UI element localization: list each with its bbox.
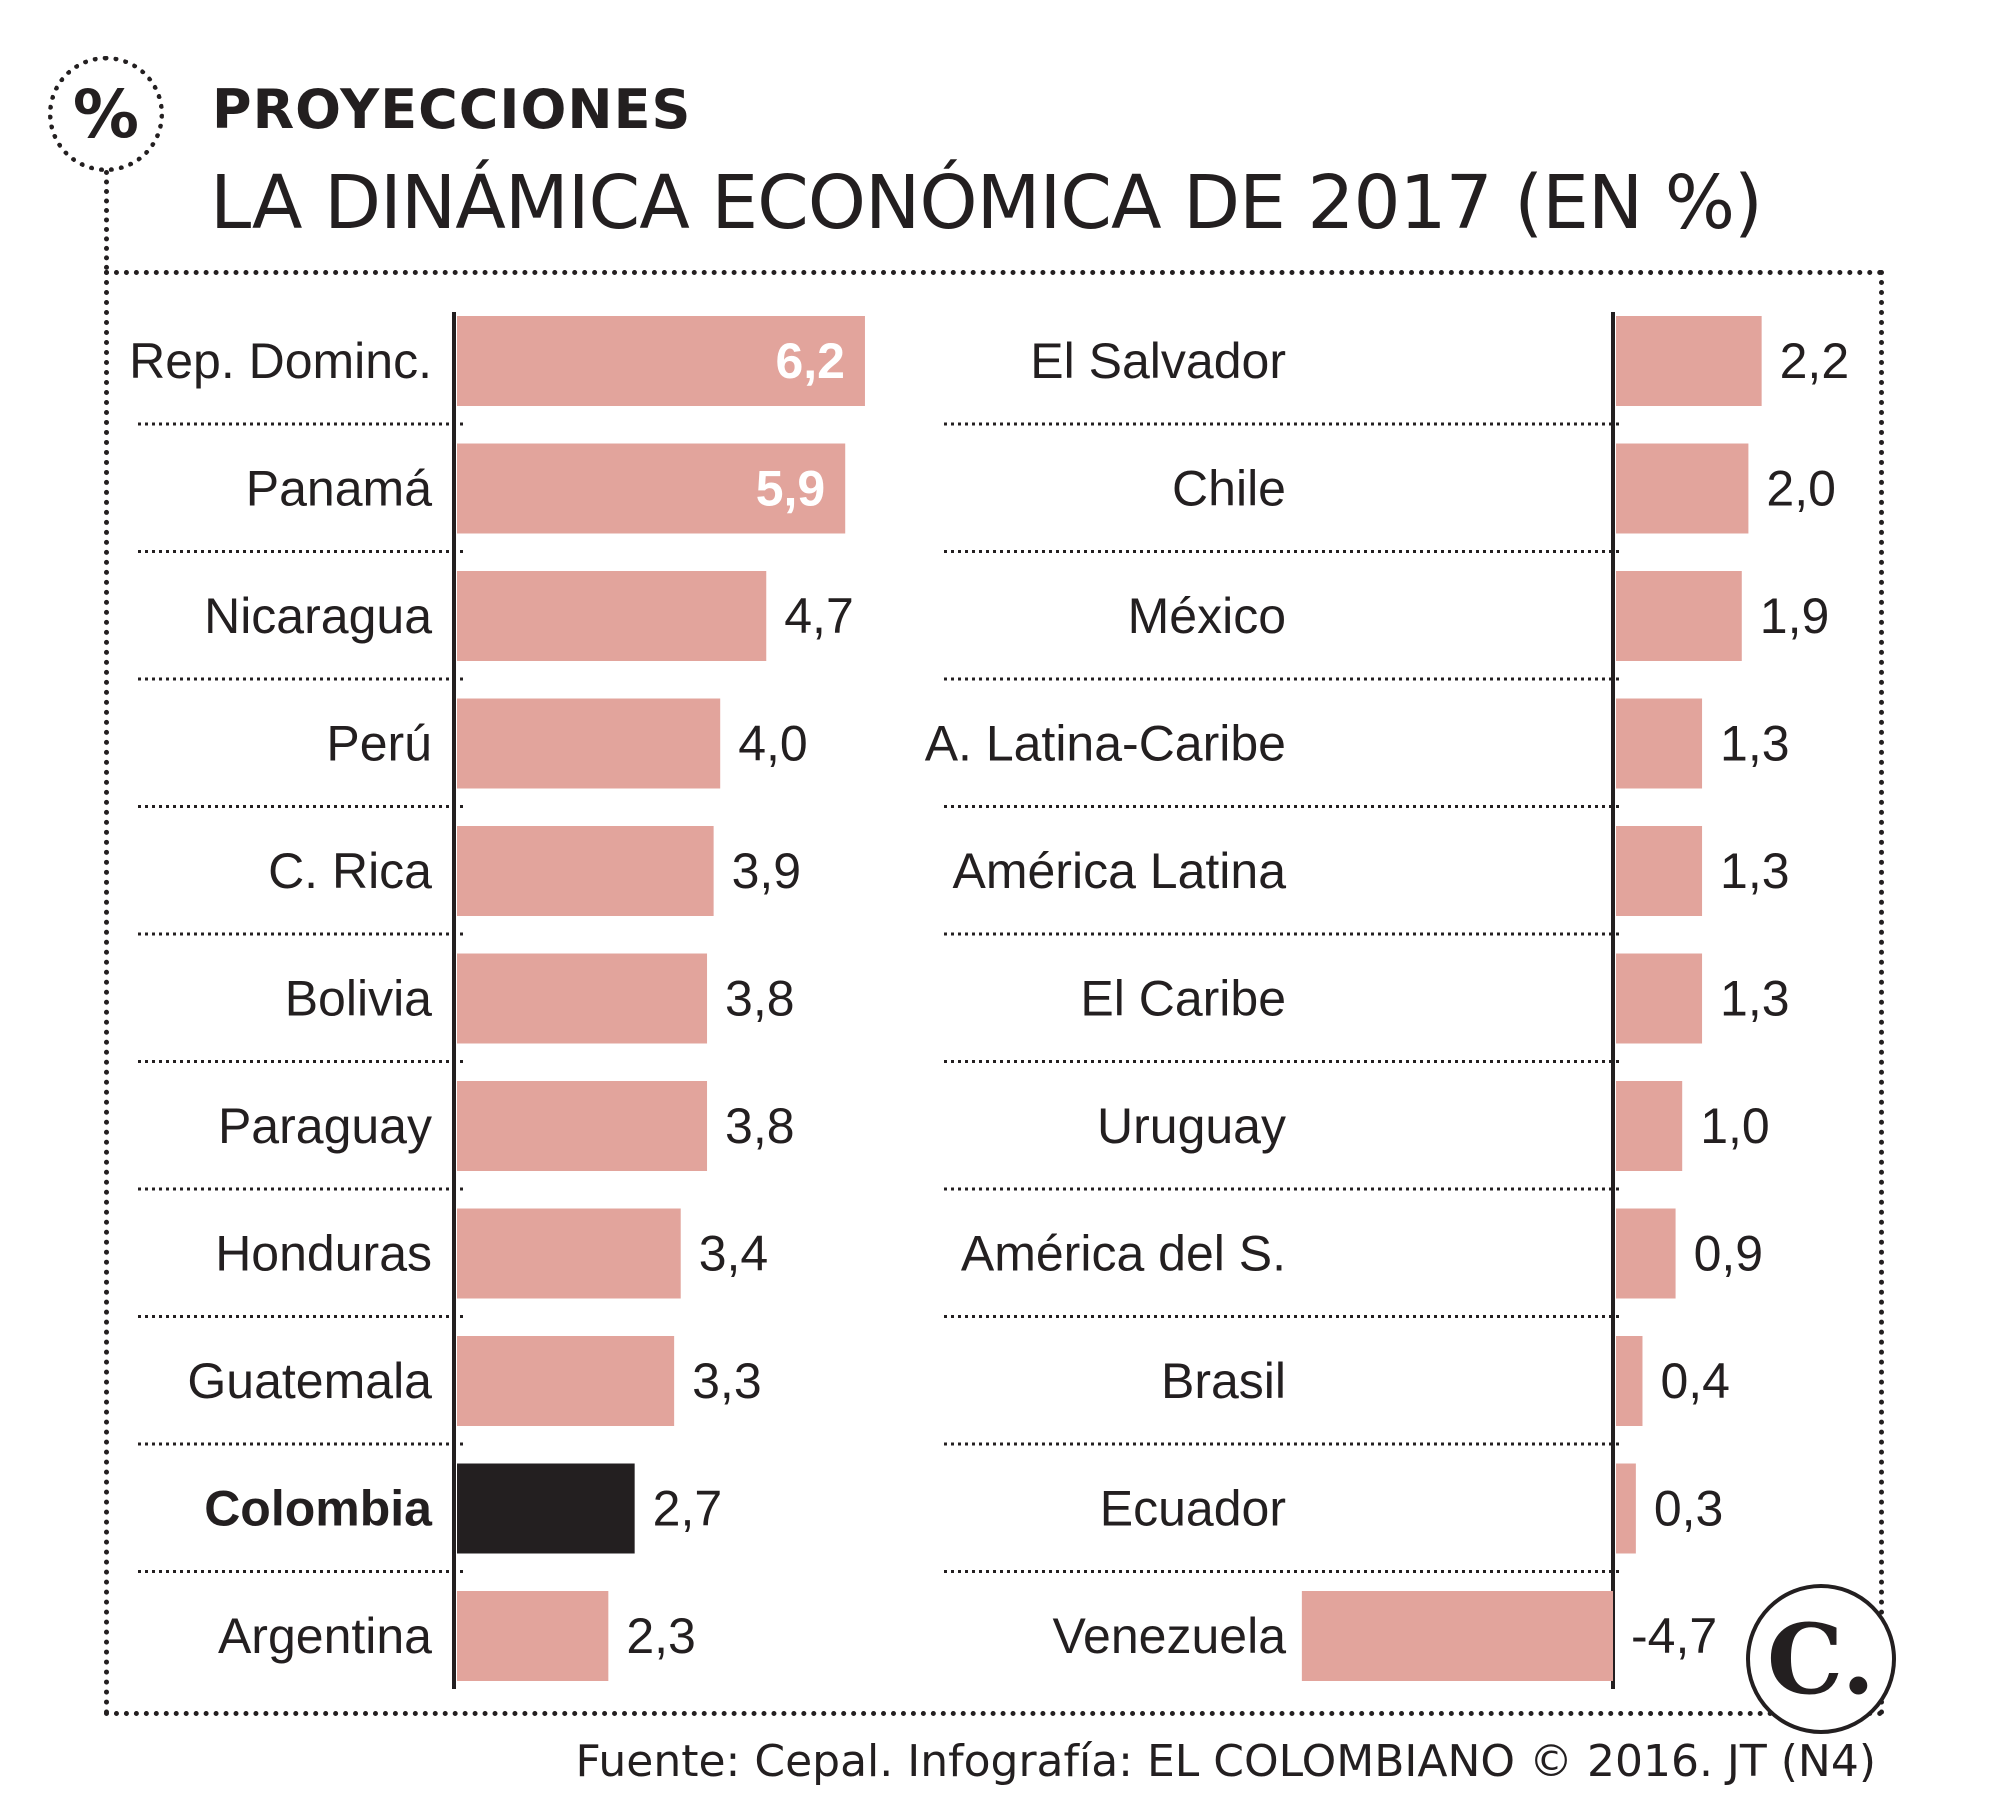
bar-3 xyxy=(457,698,721,789)
value-label: 2,7 xyxy=(653,1481,723,1537)
category-label: El Caribe xyxy=(1080,971,1286,1027)
bar-1 xyxy=(1616,443,1749,534)
category-label: Colombia xyxy=(204,1481,433,1537)
chart-frame xyxy=(104,270,1884,1716)
bar-6 xyxy=(457,1081,708,1171)
bar-2 xyxy=(1616,571,1742,661)
value-label: 3,3 xyxy=(692,1353,762,1409)
bar-1 xyxy=(457,443,846,534)
category-label: A. Latina-Caribe xyxy=(925,716,1286,772)
icon-connector-line xyxy=(104,170,109,270)
bar-6 xyxy=(1616,1081,1683,1171)
bar-9 xyxy=(457,1463,635,1554)
value-label: 2,0 xyxy=(1766,461,1836,517)
value-label: 0,3 xyxy=(1654,1481,1724,1537)
bar-4 xyxy=(457,826,714,916)
value-label: 4,0 xyxy=(738,716,808,772)
chart-panel-left: Rep. Dominc. 6,2 Panamá 5,9 Nicaragua 4,7 Perú… xyxy=(129,312,865,1689)
category-label: Venezuela xyxy=(1052,1608,1286,1664)
value-label: -4,7 xyxy=(1631,1608,1717,1664)
value-label: 1,0 xyxy=(1700,1098,1770,1154)
bar-3 xyxy=(1616,698,1703,789)
category-label: Honduras xyxy=(215,1226,432,1282)
value-label: 1,3 xyxy=(1720,971,1790,1027)
value-label: 1,3 xyxy=(1720,716,1790,772)
bar-7 xyxy=(457,1208,681,1299)
value-label: 3,4 xyxy=(699,1226,769,1282)
category-label: Chile xyxy=(1172,461,1286,517)
category-label: Brasil xyxy=(1161,1353,1286,1409)
value-label: 6,2 xyxy=(775,333,845,389)
value-label: 3,8 xyxy=(725,1098,795,1154)
bar-8 xyxy=(1616,1336,1643,1426)
percent-icon: % xyxy=(48,56,164,172)
category-label: Ecuador xyxy=(1100,1481,1286,1537)
category-label: C. Rica xyxy=(268,843,432,899)
bar-5 xyxy=(1616,953,1703,1044)
percent-symbol: % xyxy=(72,75,140,153)
bar-10 xyxy=(1301,1591,1613,1681)
bar-0 xyxy=(457,316,865,406)
category-label: México xyxy=(1128,588,1286,644)
value-label: 2,2 xyxy=(1780,333,1850,389)
el-colombiano-logo: C. xyxy=(1746,1584,1896,1734)
chart-kicker: PROYECCIONES xyxy=(212,78,692,141)
category-label: América del S. xyxy=(961,1226,1286,1282)
bar-9 xyxy=(1616,1463,1636,1554)
bar-2 xyxy=(457,571,767,661)
value-label: 3,9 xyxy=(732,843,802,899)
category-label: Panamá xyxy=(246,461,432,517)
bar-0 xyxy=(1616,316,1762,406)
category-label: Argentina xyxy=(218,1608,432,1664)
value-label: 0,4 xyxy=(1660,1353,1730,1409)
bar-7 xyxy=(1616,1208,1676,1299)
category-label: Rep. Dominc. xyxy=(129,333,432,389)
category-label: Nicaragua xyxy=(204,588,432,644)
chart-panel-right: El Salvador 2,2 Chile 2,0 México 1,9 A. Latina… xyxy=(925,312,1849,1689)
value-label: 1,9 xyxy=(1760,588,1830,644)
chart-title: LA DINÁMICA ECONÓMICA DE 2017 (EN %) xyxy=(210,160,1763,246)
category-label: Uruguay xyxy=(1097,1098,1286,1154)
bar-10 xyxy=(457,1591,609,1681)
value-label: 1,3 xyxy=(1720,843,1790,899)
value-label: 0,9 xyxy=(1694,1226,1764,1282)
value-label: 5,9 xyxy=(756,461,826,517)
value-label: 4,7 xyxy=(784,588,854,644)
bar-4 xyxy=(1616,826,1703,916)
category-label: Perú xyxy=(326,716,432,772)
category-label: América Latina xyxy=(953,843,1287,899)
value-label: 2,3 xyxy=(626,1608,696,1664)
category-label: Guatemala xyxy=(187,1353,432,1409)
bar-8 xyxy=(457,1336,675,1426)
bar-5 xyxy=(457,953,708,1044)
value-label: 3,8 xyxy=(725,971,795,1027)
category-label: Paraguay xyxy=(218,1098,432,1154)
source-credit: Fuente: Cepal. Infografía: EL COLOMBIANO… xyxy=(575,1736,1876,1787)
category-label: El Salvador xyxy=(1030,333,1286,389)
category-label: Bolivia xyxy=(285,971,432,1027)
